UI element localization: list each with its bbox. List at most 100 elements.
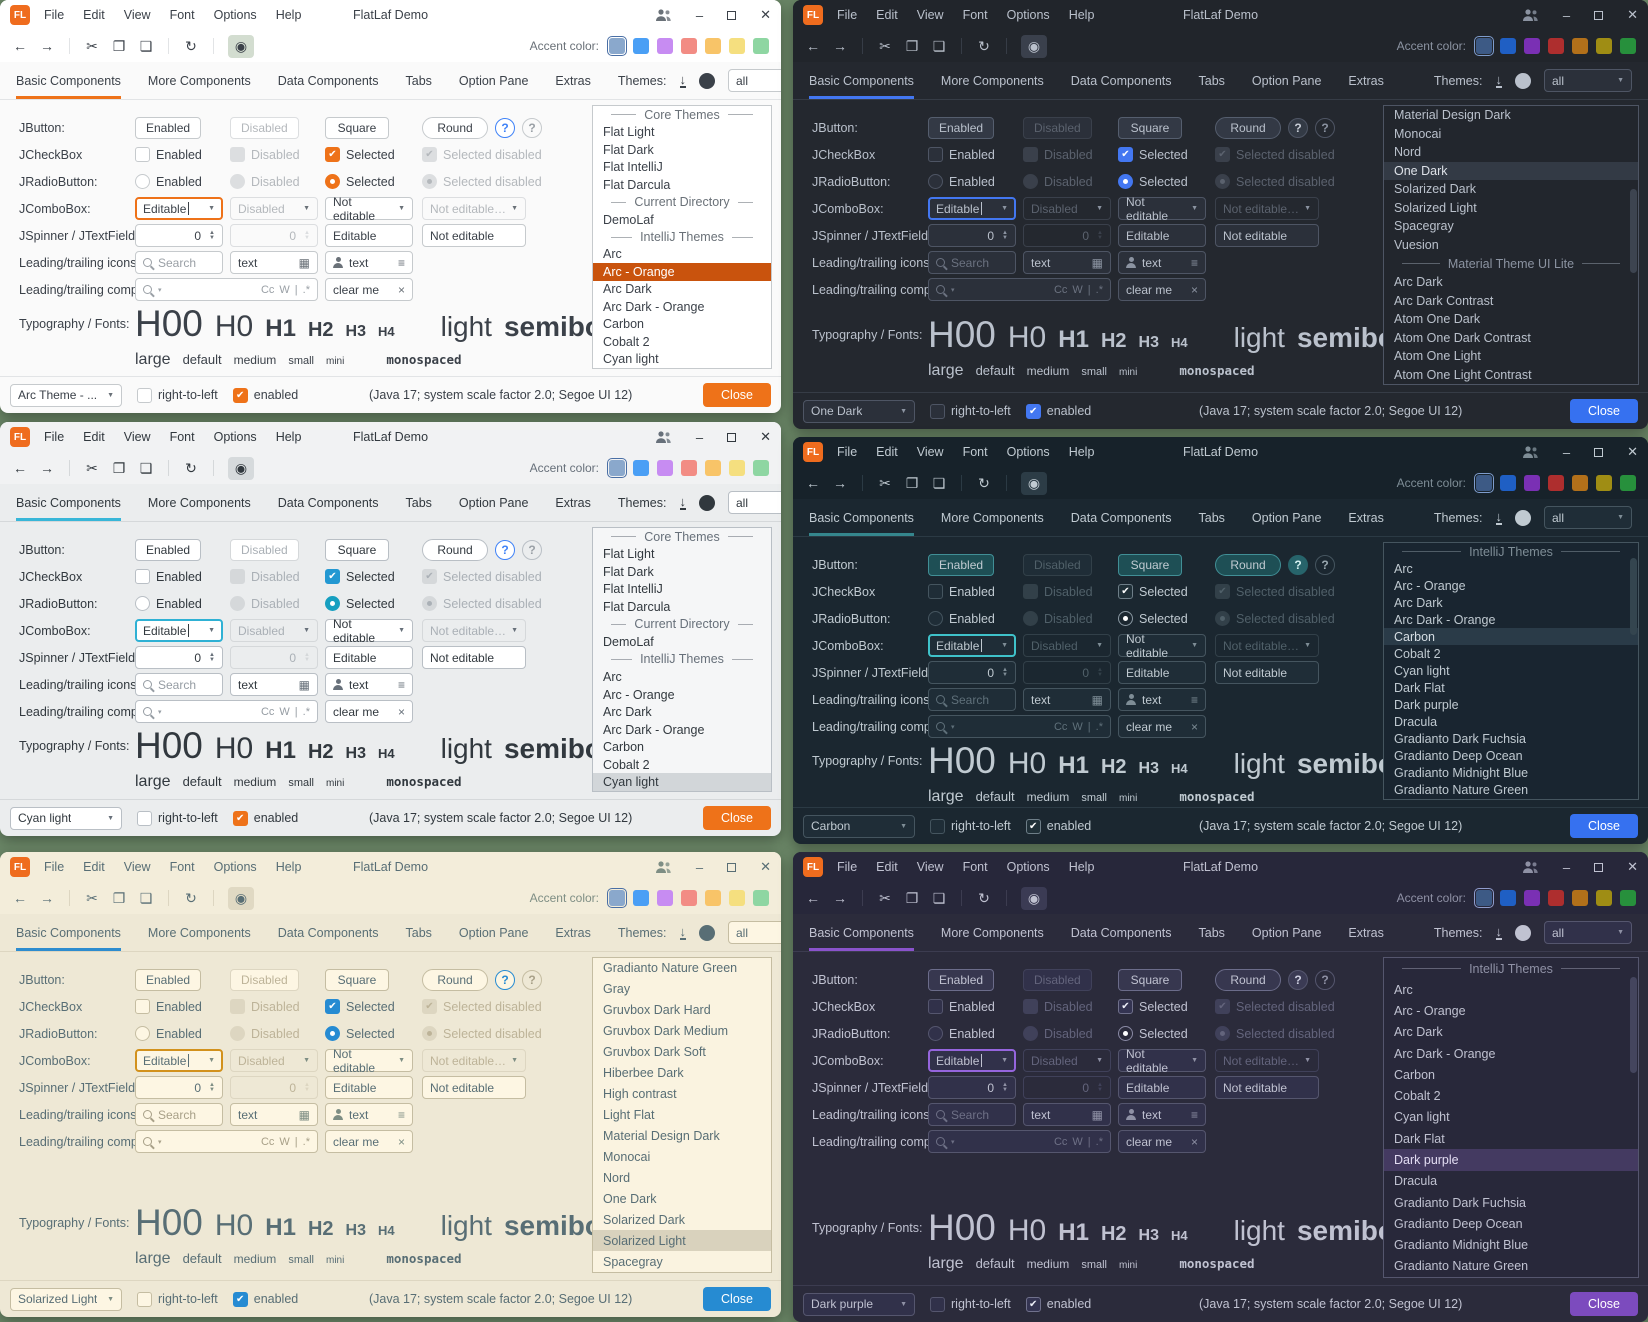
show-hover-toggle[interactable]: ◉ — [228, 34, 254, 58]
close-button[interactable]: Close — [1570, 1292, 1638, 1316]
accent-swatch[interactable] — [1548, 38, 1564, 54]
checkbox-selected[interactable]: ✔ — [1118, 584, 1133, 599]
editable-textfield[interactable]: Editable — [325, 224, 413, 247]
theme-combobox[interactable]: Arc Theme - ... ▼ — [10, 383, 122, 407]
users-icon[interactable] — [1522, 8, 1539, 22]
menu-file[interactable]: File — [837, 445, 858, 459]
editable-combobox[interactable]: Editable ▼ — [135, 1049, 223, 1072]
theme-list-item[interactable]: Flat Darcula — [603, 599, 671, 614]
editable-textfield[interactable]: Editable — [1118, 224, 1206, 247]
not-editable-combobox[interactable]: Not editable ▼ — [1118, 1047, 1206, 1075]
theme-filter-combobox[interactable]: all ▼ — [1544, 69, 1632, 92]
menu-edit[interactable]: Edit — [83, 430, 105, 444]
match-case-icon[interactable]: Cc — [1053, 720, 1068, 733]
github-icon[interactable] — [699, 494, 715, 511]
enabled-checkbox[interactable]: ✔ — [232, 810, 248, 826]
accent-swatch[interactable] — [633, 460, 649, 476]
cut-icon[interactable]: ✂ — [879, 474, 891, 491]
theme-list-item[interactable]: Atom One Dark — [1394, 312, 1481, 327]
text-field-person-list[interactable]: text ≡ — [325, 1103, 413, 1126]
theme-list-item[interactable]: Dark purple — [1394, 698, 1459, 713]
enabled-button[interactable]: Enabled — [928, 968, 995, 991]
tab-extras[interactable]: Extras — [1348, 73, 1384, 88]
themes-list[interactable]: IntelliJ Themes Arc Arc - Orange Arc Dark Ar… — [1383, 957, 1639, 1278]
help-button-secondary[interactable]: ? — [522, 969, 542, 990]
theme-list-item[interactable]: Flat IntelliJ — [603, 160, 663, 175]
editable-textfield[interactable]: Editable — [1118, 1076, 1206, 1099]
tab-more-components[interactable]: More Components — [940, 73, 1044, 88]
theme-combobox[interactable]: One Dark ▼ — [803, 399, 915, 423]
accent-swatch[interactable] — [606, 887, 628, 909]
tab-basic-components[interactable]: Basic Components — [809, 499, 914, 536]
theme-list-item[interactable]: Gruvbox Dark Soft — [603, 1045, 706, 1060]
themes-list[interactable]: Core Themes Flat Light Flat Dark Flat Intel… — [592, 105, 772, 369]
minimize-button[interactable]: – — [695, 7, 704, 23]
radio-selected[interactable] — [1118, 611, 1133, 626]
accent-swatch[interactable] — [1572, 38, 1588, 54]
paste-icon[interactable]: ❏ — [139, 459, 153, 476]
text-field-person-list[interactable]: text ≡ — [1118, 251, 1206, 274]
spinner-arrows-icon[interactable]: ▲ ▼ — [209, 229, 215, 241]
round-button[interactable]: Round — [422, 116, 488, 139]
theme-list-item[interactable]: Arc — [1394, 561, 1413, 576]
help-button-secondary[interactable]: ? — [522, 539, 542, 560]
forward-icon[interactable]: → — [40, 460, 54, 476]
whole-word-icon[interactable]: W — [1072, 1135, 1083, 1148]
checkbox-enabled[interactable] — [928, 147, 943, 162]
theme-list-item[interactable]: Carbon — [603, 740, 644, 755]
whole-word-icon[interactable]: W — [1072, 283, 1083, 296]
theme-list-item[interactable]: Gradianto Deep Ocean — [1394, 749, 1523, 764]
theme-list-item[interactable]: Flat Dark — [603, 142, 654, 157]
tab-tabs[interactable]: Tabs — [1198, 925, 1225, 940]
copy-icon[interactable]: ❐ — [112, 37, 126, 54]
close-button[interactable]: Close — [1570, 399, 1638, 423]
whole-word-icon[interactable]: W — [279, 705, 290, 718]
checkbox-enabled[interactable] — [135, 569, 150, 584]
refresh-icon[interactable]: ↻ — [185, 37, 197, 54]
search-field-with-options[interactable]: ▾ Cc W | .* — [928, 1130, 1111, 1153]
theme-list-item[interactable]: One Dark — [603, 1191, 657, 1206]
enabled-option[interactable]: ✔ enabled — [1025, 1296, 1091, 1312]
tab-more-components[interactable]: More Components — [147, 925, 251, 940]
forward-icon[interactable]: → — [40, 38, 54, 54]
tab-option-pane[interactable]: Option Pane — [1251, 925, 1322, 940]
theme-list-item[interactable]: Dracula — [1394, 1174, 1438, 1189]
menu-options[interactable]: Options — [213, 8, 257, 22]
editable-combobox[interactable]: Editable ▼ — [928, 634, 1016, 657]
theme-list-item[interactable]: Gradianto Nature Green — [1394, 1259, 1529, 1274]
tab-tabs[interactable]: Tabs — [405, 73, 432, 88]
theme-list-item[interactable]: Arc Dark — [1394, 595, 1443, 610]
right-to-left-checkbox[interactable] — [930, 1296, 945, 1312]
menu-help[interactable]: Help — [1068, 860, 1095, 874]
enabled-button[interactable]: Enabled — [135, 116, 202, 139]
enabled-option[interactable]: ✔ enabled — [232, 1291, 298, 1307]
whole-word-icon[interactable]: W — [279, 283, 290, 296]
theme-list-item[interactable]: Vuesion — [1394, 237, 1439, 252]
theme-list-item[interactable]: Gray — [603, 982, 631, 997]
theme-list-item[interactable]: Solarized Light — [593, 1230, 771, 1252]
enabled-checkbox[interactable]: ✔ — [1025, 403, 1041, 419]
copy-icon[interactable]: ❐ — [905, 474, 919, 491]
accent-swatch[interactable] — [633, 38, 649, 54]
show-hover-toggle[interactable]: ◉ — [228, 886, 254, 910]
minimize-button[interactable]: – — [695, 429, 704, 445]
theme-filter-combobox[interactable]: all ▼ — [728, 69, 781, 92]
themes-list[interactable]: Material Design Dark Monocai Nord One Dark S… — [1383, 105, 1639, 385]
refresh-icon[interactable]: ↻ — [978, 474, 990, 491]
chevron-down-icon[interactable]: ▾ — [951, 1138, 955, 1146]
theme-list-item[interactable]: Cyan light — [593, 773, 771, 791]
titlebar[interactable]: FL File Edit View Font Options Help Flat… — [0, 422, 781, 452]
accent-swatch[interactable] — [753, 460, 769, 476]
accent-swatch[interactable] — [1473, 35, 1495, 57]
regex-icon[interactable]: .* — [302, 705, 310, 718]
tab-data-components[interactable]: Data Components — [277, 495, 379, 510]
theme-combobox[interactable]: Carbon ▼ — [803, 814, 915, 838]
theme-list-item[interactable]: Nord — [603, 1170, 631, 1185]
theme-list-item[interactable]: Solarized Dark — [603, 1212, 685, 1227]
round-button[interactable]: Round — [1215, 553, 1281, 576]
accent-swatch[interactable] — [633, 890, 649, 906]
titlebar[interactable]: FL File Edit View Font Options Help Flat… — [0, 0, 781, 30]
paste-icon[interactable]: ❏ — [139, 889, 153, 906]
theme-list-item[interactable]: Dark Flat — [1394, 681, 1445, 696]
maximize-button[interactable] — [727, 430, 737, 445]
